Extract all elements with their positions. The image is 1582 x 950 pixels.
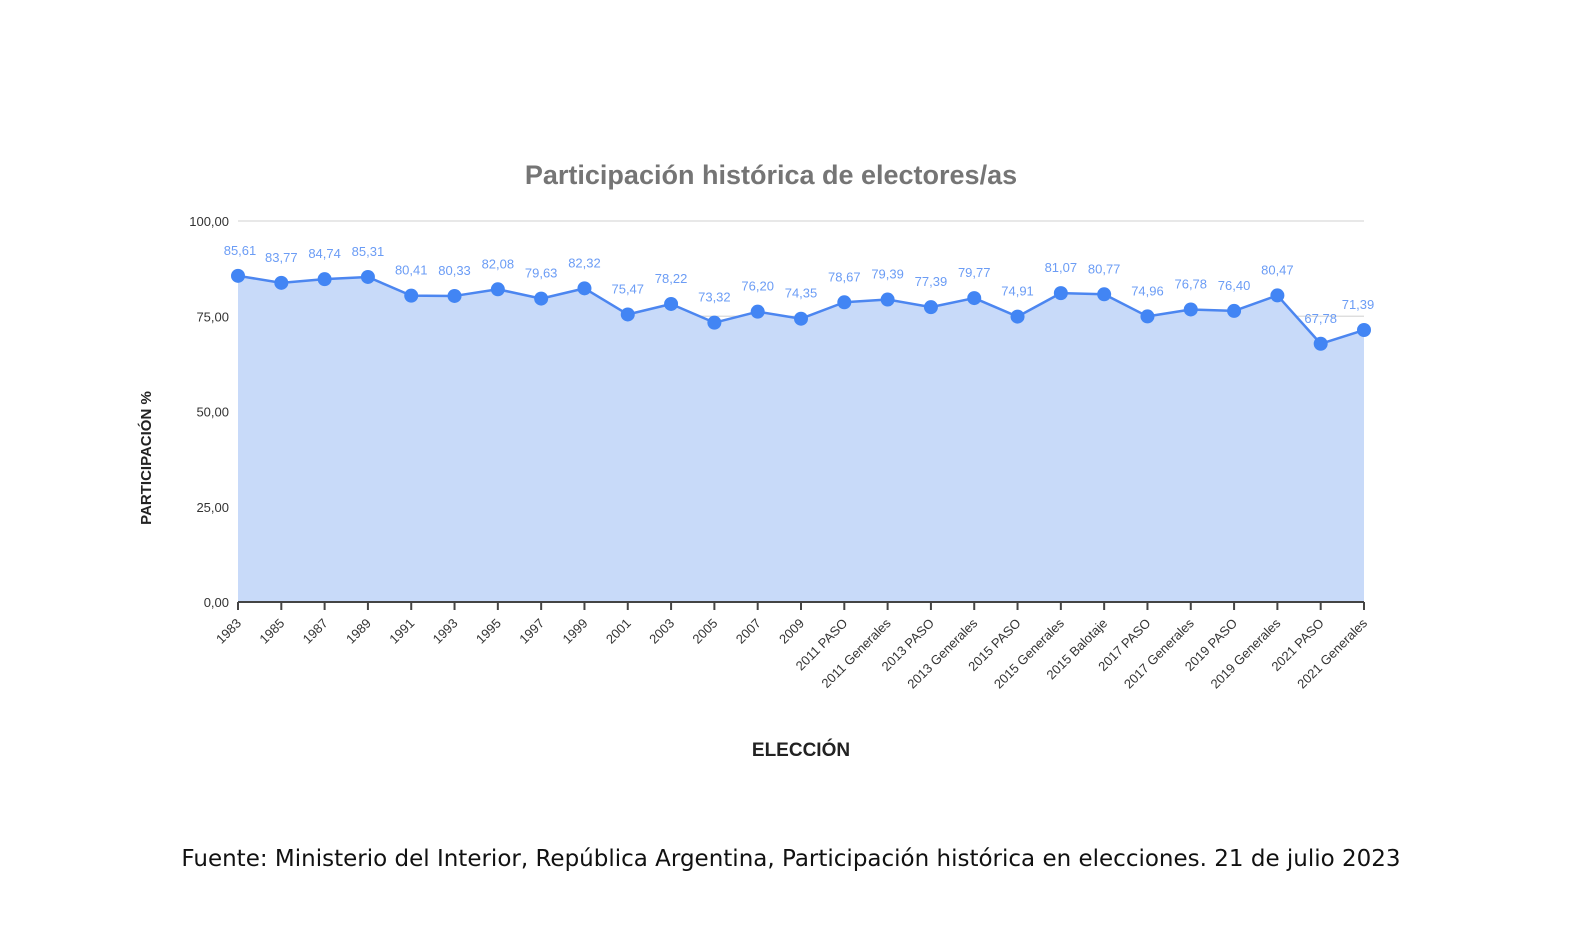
data-point: [664, 296, 679, 311]
data-point: [967, 291, 982, 306]
x-axis-ticks: 1983 1985 1987 1989 1991 1993 1995 1997 1999 2001…: [213, 615, 1370, 691]
data-label: 76,20: [741, 279, 774, 294]
source-note: Fuente: Ministerio del Interior, Repúbli…: [181, 846, 1401, 872]
data-label: 75,47: [611, 281, 644, 296]
x-tick-label: 1983: [213, 616, 244, 647]
x-tick-label: 1989: [343, 616, 374, 647]
data-label: 76,78: [1174, 276, 1207, 291]
area-path: [238, 275, 1364, 602]
x-tick-label: 1991: [386, 616, 417, 647]
data-point: [1313, 336, 1328, 351]
data-labels: 85,61 83,77 84,74 85,31 80,41 80,33 82,08 79,63…: [224, 243, 1375, 326]
data-point: [880, 292, 895, 307]
data-label: 73,32: [698, 290, 731, 305]
data-label: 78,22: [655, 271, 688, 286]
data-point: [1097, 287, 1112, 302]
data-point: [404, 288, 419, 303]
data-label: 85,31: [352, 244, 385, 259]
x-axis-title: ELECCIÓN: [752, 739, 850, 761]
y-axis-title: PARTICIPACIÓN %: [137, 391, 155, 525]
y-tick-label: 50,00: [196, 405, 229, 420]
y-tick-label: 75,00: [196, 309, 229, 324]
data-point: [317, 272, 332, 287]
chart-title: Participación histórica de electores/as: [525, 160, 1017, 190]
data-point: [837, 295, 852, 310]
data-label: 71,39: [1342, 297, 1375, 312]
data-label: 67,78: [1304, 311, 1337, 326]
y-tick-label: 0,00: [204, 595, 229, 610]
data-label: 83,77: [265, 250, 298, 265]
data-point: [794, 311, 808, 326]
data-point: [1227, 303, 1242, 318]
data-point: [620, 307, 635, 322]
x-axis: [237, 601, 1365, 610]
x-tick-label: 2009: [776, 616, 807, 647]
data-label: 80,41: [395, 263, 428, 278]
data-label: 74,96: [1131, 283, 1164, 298]
x-tick-label: 1995: [473, 616, 504, 647]
data-point: [1010, 309, 1025, 324]
data-point: [231, 268, 245, 283]
data-label: 85,61: [224, 243, 257, 258]
data-label: 84,74: [308, 246, 341, 261]
x-tick-label: 2001: [603, 616, 634, 647]
area-fill: [238, 275, 1364, 602]
data-label: 82,32: [568, 255, 601, 270]
data-point: [447, 288, 462, 303]
data-label: 77,39: [915, 274, 948, 289]
x-tick-label: 2005: [689, 616, 720, 647]
y-axis-ticks: 0,00 25,00 50,00 75,00 100,00: [189, 214, 229, 610]
x-tick-label: 1985: [256, 616, 287, 647]
data-point: [1140, 309, 1155, 324]
data-label: 78,67: [828, 269, 861, 284]
x-tick-label: 1999: [560, 616, 591, 647]
data-point: [923, 300, 938, 315]
y-tick-label: 100,00: [189, 214, 229, 229]
data-label: 80,47: [1261, 262, 1294, 277]
data-point: [490, 282, 505, 297]
data-label: 81,07: [1045, 260, 1078, 275]
y-tick-label: 25,00: [196, 500, 229, 515]
data-point: [274, 275, 289, 290]
x-tick-label: 1997: [516, 616, 547, 647]
data-point: [534, 291, 549, 306]
data-label: 79,63: [525, 266, 558, 281]
data-point: [707, 315, 722, 330]
data-label: 82,08: [482, 256, 515, 271]
x-tick-label: 1987: [300, 616, 331, 647]
data-label: 80,77: [1088, 261, 1121, 276]
data-label: 76,40: [1218, 278, 1251, 293]
data-label: 80,33: [438, 263, 471, 278]
x-tick-label: 2007: [733, 616, 764, 647]
data-point: [1183, 302, 1198, 317]
data-point: [1270, 288, 1285, 303]
data-point: [1357, 323, 1371, 338]
data-point: [577, 281, 592, 296]
data-point: [360, 269, 375, 284]
data-point: [750, 304, 765, 319]
data-label: 74,35: [785, 286, 818, 301]
x-tick-label: 1993: [430, 616, 461, 647]
data-label: 79,39: [871, 267, 904, 282]
data-point: [1053, 286, 1068, 301]
data-label: 74,91: [1001, 284, 1034, 299]
data-points: [231, 268, 1371, 351]
data-label: 79,77: [958, 265, 991, 280]
x-tick-label: 2003: [646, 616, 677, 647]
